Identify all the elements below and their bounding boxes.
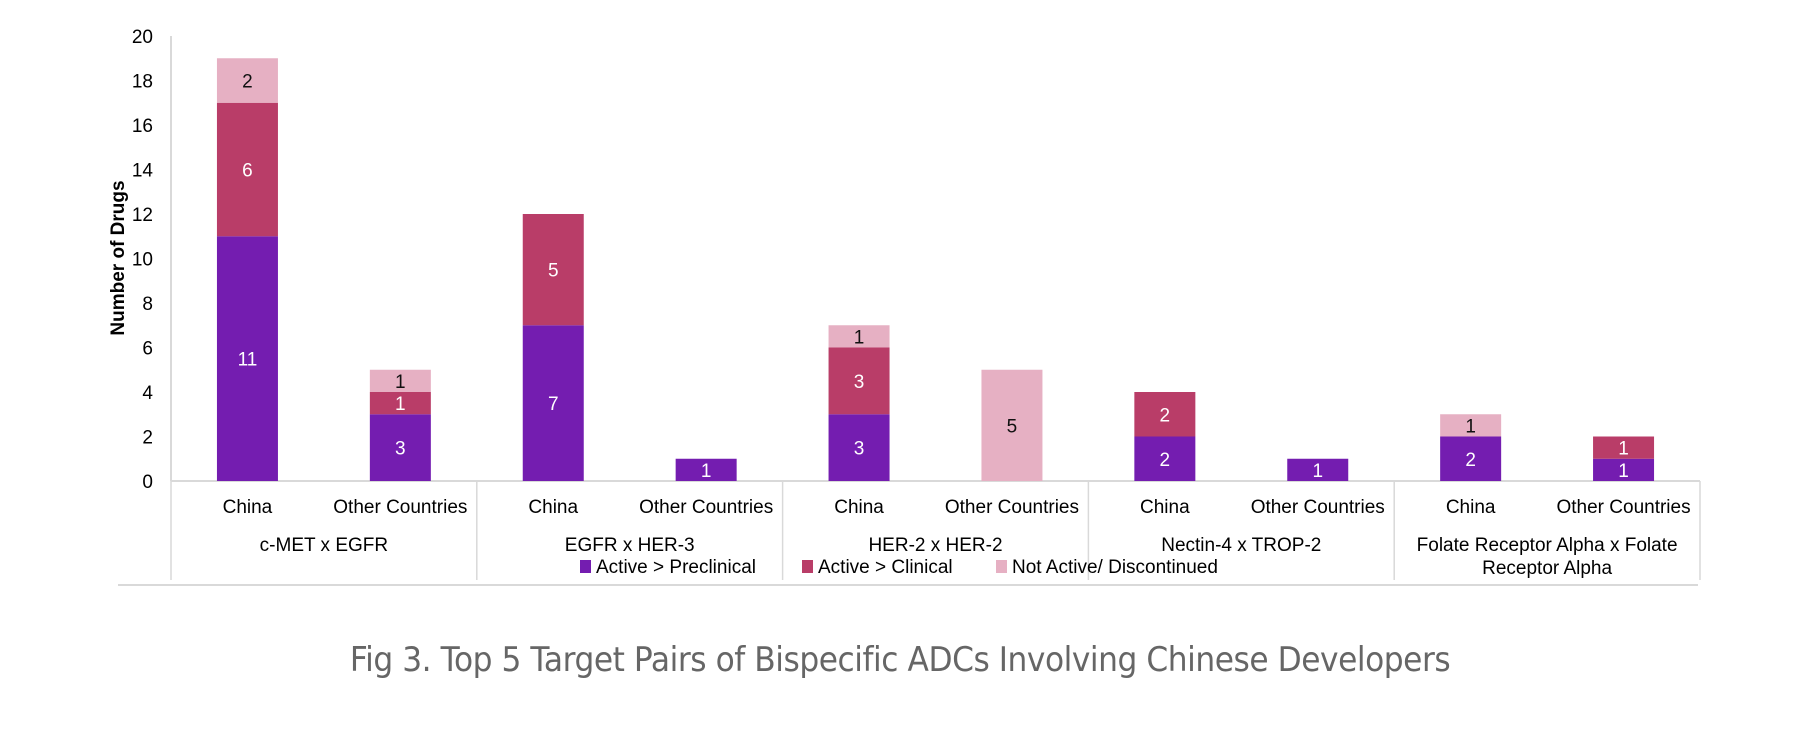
bar-segment [675,458,737,481]
x-category-label: Other Countries [333,497,467,518]
x-category-label: China [223,497,273,518]
y-tick-label: 2 [142,428,153,449]
legend: Active > Preclinical Active > Clinical Not… [580,557,1218,578]
bar-segment [1440,414,1502,437]
data-label: 7 [548,394,559,415]
y-tick-label: 12 [132,205,153,226]
x-category-label: Other Countries [1251,497,1385,518]
data-label: 3 [854,439,865,460]
data-label: 2 [1465,450,1476,471]
x-category-label: China [834,497,884,518]
legend-label: Not Active/ Discontinued [1012,557,1218,578]
y-tick-label: 20 [132,27,153,48]
bar-segment [369,414,431,481]
legend-swatch [580,560,591,573]
data-label: 5 [1007,416,1018,437]
data-label: 3 [854,372,865,393]
y-tick-label: 18 [132,72,153,93]
x-category-label: Other Countries [945,497,1079,518]
data-label: 1 [395,394,406,415]
data-label: 1 [395,372,406,393]
x-group-label: HER-2 x HER-2 [868,535,1002,556]
y-tick-label: 16 [132,116,153,137]
y-tick-label: 14 [132,161,154,182]
bar-segment [369,369,431,392]
bar-segment [1593,436,1655,459]
data-label: 1 [1618,439,1629,460]
bar-segment [216,236,278,481]
legend-swatch [802,560,813,573]
caption-text: Fig 3. Top 5 Target Pairs of Bispecific … [349,640,1451,680]
bar-segment [828,347,890,415]
bar-segment [981,369,1043,481]
x-category-label: China [1446,497,1496,518]
data-label: 1 [1312,461,1323,482]
bar-segment [216,102,278,237]
legend-swatch [996,560,1007,573]
bar-segment [828,325,890,348]
bar-segment [1287,458,1349,481]
data-label: 2 [1160,450,1171,471]
data-label: 1 [701,461,712,482]
data-label: 1 [854,327,865,348]
legend-label: Active > Preclinical [596,557,756,578]
x-group-label: EGFR x HER-3 [565,535,695,556]
x-category-label: Other Countries [639,497,773,518]
y-tick-label: 6 [142,339,153,360]
bar-segment [828,414,890,481]
data-label: 11 [238,350,258,371]
x-group-label: Nectin-4 x TROP-2 [1161,535,1321,556]
data-label: 1 [1465,416,1476,437]
bar-segment [1134,392,1196,437]
y-axis-title: Number of Drugs [108,180,129,335]
data-label: 6 [242,161,253,182]
bar-segment [1440,436,1502,481]
data-label: 5 [548,261,559,282]
data-label: 2 [1160,405,1171,426]
bar-segment [522,325,584,481]
y-tick-label: 0 [142,472,153,493]
x-group-label: c-MET x EGFR [260,535,388,556]
y-tick-label: 4 [142,383,153,404]
bar-segment [216,58,278,103]
y-tick-label: 10 [132,250,153,271]
y-tick-label: 8 [142,294,153,315]
data-label: 2 [242,72,253,93]
bar-segment [1134,436,1196,481]
data-label: 1 [1618,461,1629,482]
x-group-label: Folate Receptor Alpha x Folate [1417,535,1678,556]
data-label: 3 [395,439,406,460]
figure-caption: Fig 3. Top 5 Target Pairs of Bispecific … [0,640,1800,680]
x-category-label: China [528,497,578,518]
x-category-label: Other Countries [1556,497,1690,518]
legend-label: Active > Clinical [818,557,953,578]
x-axis-labels: China Other Countries China Other Countries… [223,497,1691,579]
x-group-label: Receptor Alpha [1482,558,1612,579]
x-category-label: China [1140,497,1190,518]
bar-segment [369,392,431,415]
bar-segment [522,214,584,326]
bar-segment [1593,458,1655,481]
